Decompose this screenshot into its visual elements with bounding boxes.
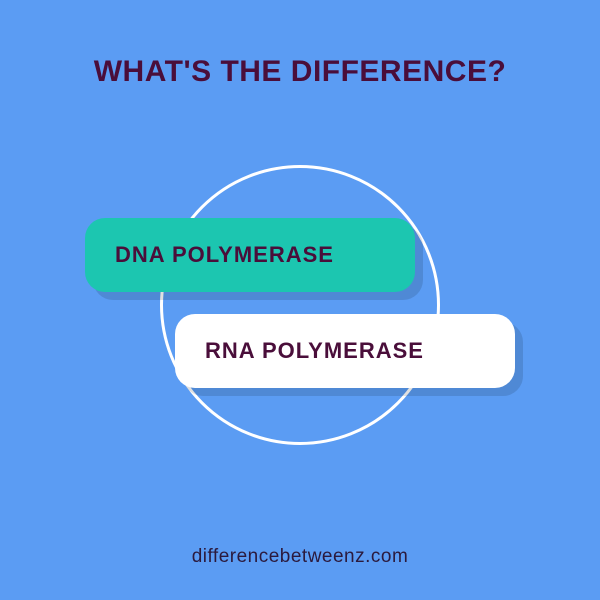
- card-top: DNA POLYMERASE: [85, 218, 415, 292]
- footer-text: differencebetweenz.com: [0, 546, 600, 568]
- card-top-label: DNA POLYMERASE: [115, 242, 334, 267]
- card-bottom: RNA POLYMERASE: [175, 314, 515, 388]
- main-title: WHAT'S THE DIFFERENCE?: [0, 55, 600, 89]
- background-circle: [160, 165, 440, 445]
- card-bottom-label: RNA POLYMERASE: [205, 338, 424, 363]
- infographic-canvas: WHAT'S THE DIFFERENCE? DNA POLYMERASE RN…: [0, 0, 600, 600]
